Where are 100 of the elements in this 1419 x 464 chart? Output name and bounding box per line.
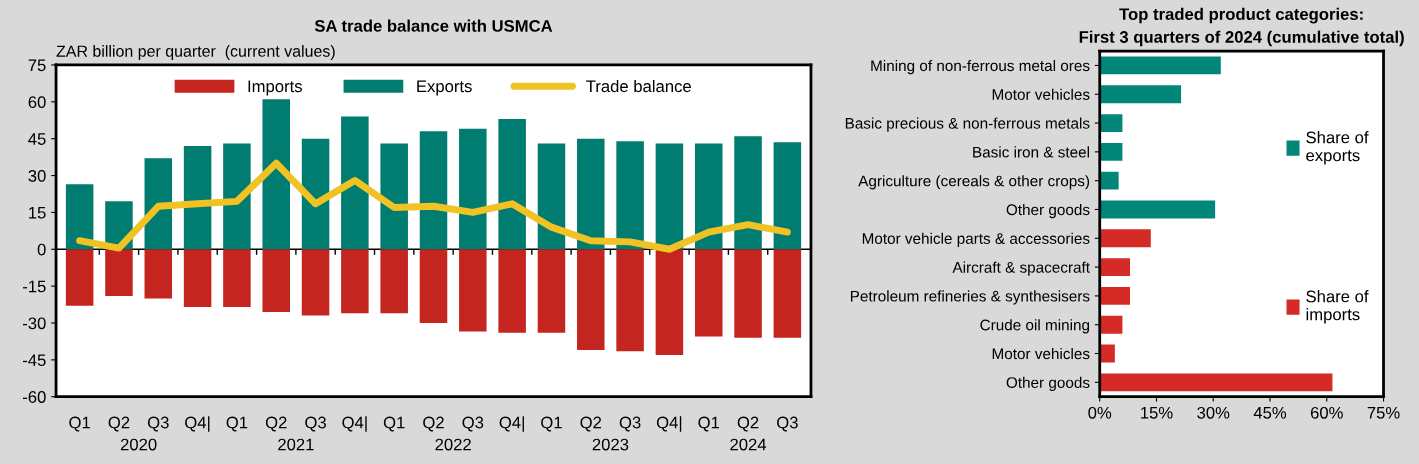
y-tick-label: 75 — [28, 59, 46, 72]
text: 2020 — [120, 438, 157, 451]
x-tick-label: Q2 — [423, 416, 444, 432]
text: 2024 — [730, 438, 767, 451]
y-tick-label: Motor vehicles — [992, 347, 1090, 360]
x-tick-label: Q4| — [185, 416, 210, 432]
bar — [341, 116, 369, 250]
x-tick-label: Q4| — [656, 416, 682, 432]
legend-label: Share of exports — [1306, 131, 1369, 165]
legend-label: Imports — [248, 80, 302, 96]
x-tick-label: Q2 — [580, 416, 602, 432]
bar — [616, 141, 644, 250]
bar — [1099, 229, 1151, 248]
bar — [577, 249, 605, 351]
bar — [262, 249, 290, 312]
x-tick-label: Q1 — [383, 416, 405, 432]
x-tick-label: 30% — [1197, 406, 1230, 419]
x-tick-label: Q4| — [342, 416, 367, 432]
bar — [65, 184, 94, 250]
bar — [1099, 142, 1123, 161]
x-tick-label: Q1 — [698, 416, 720, 432]
legend-label: Trade balance — [586, 79, 691, 93]
chart-title: Top traded product categories: First 3 quarters of 2024 (cumulative total) — [1079, 7, 1404, 47]
x-tick-label: Q2 — [737, 416, 759, 432]
bar — [380, 143, 408, 250]
bar — [144, 249, 173, 299]
x-tick-label: 60% — [1310, 406, 1343, 419]
bar — [537, 249, 566, 333]
chart-title: SA trade balance with USMCA — [314, 19, 553, 32]
legend-label: Share of imports — [1306, 290, 1369, 324]
bar — [616, 249, 644, 352]
bar — [498, 119, 526, 250]
text: 2022 — [435, 438, 471, 451]
y-tick-label: Motor vehicles — [992, 88, 1090, 100]
y-tick-label: 0 — [37, 243, 46, 256]
x-tick-label: Q3 — [305, 416, 326, 432]
x-tick-label: Q1 — [541, 416, 562, 432]
bar — [223, 249, 251, 308]
x-tick-label: Q3 — [147, 416, 169, 432]
bar — [577, 138, 605, 250]
y-axis-title: ZAR billion per quarter (current values) — [56, 45, 335, 60]
x-tick-label: Q3 — [619, 416, 641, 432]
bar — [105, 249, 133, 296]
bar — [262, 99, 290, 250]
y-tick-label: Other goods — [1006, 203, 1090, 219]
bar — [301, 138, 330, 250]
y-tick-label: 60 — [28, 96, 46, 109]
bar — [694, 249, 723, 337]
y-tick-label: 30 — [28, 169, 46, 182]
bar — [183, 146, 212, 250]
y-tick-label: -30 — [22, 317, 46, 330]
x-tick-label: Q2 — [108, 416, 130, 432]
bar — [734, 249, 762, 338]
x-tick-label: 15% — [1141, 406, 1173, 419]
bar — [1099, 114, 1123, 132]
bar — [459, 249, 487, 332]
y-tick-label: Aircraft & spacecraft — [952, 261, 1090, 276]
bar — [1099, 171, 1119, 190]
bar — [65, 249, 94, 306]
bar — [459, 128, 487, 250]
bar — [1099, 286, 1130, 305]
x-tick-label: Q3 — [777, 416, 798, 432]
x-tick-label: 45% — [1253, 406, 1287, 419]
y-tick-label: Basic iron & steel — [973, 146, 1089, 158]
bar — [1099, 315, 1123, 334]
bar — [1099, 373, 1333, 392]
y-tick-label: Agriculture (cereals & other crops) — [858, 175, 1090, 190]
y-tick-label: Motor vehicle parts & accessories — [862, 232, 1090, 247]
legend-label: Exports — [417, 80, 472, 96]
bar — [537, 143, 566, 250]
x-tick-label: Q3 — [462, 416, 484, 432]
x-tick-label: Q2 — [265, 416, 287, 432]
bar — [341, 249, 369, 314]
x-tick-label: 0% — [1088, 406, 1112, 419]
x-tick-label: Q4| — [499, 416, 524, 432]
bar — [773, 249, 802, 338]
bar — [1099, 85, 1182, 104]
bar — [498, 249, 526, 333]
bar — [183, 249, 212, 308]
bar — [419, 249, 448, 323]
y-tick-label: Basic precious & non-ferrous metals — [845, 117, 1090, 132]
x-tick-label: Q1 — [69, 416, 90, 432]
bar — [773, 142, 802, 250]
x-tick-label: Q1 — [226, 416, 248, 432]
bar — [1099, 258, 1130, 277]
y-tick-label: Petroleum refineries & synthesisers — [850, 290, 1090, 305]
y-tick-label: Crude oil mining — [980, 319, 1090, 334]
bar — [301, 249, 330, 316]
bar — [380, 249, 408, 314]
bar — [655, 143, 684, 250]
y-tick-label: Other goods — [1006, 376, 1090, 392]
bar — [223, 143, 251, 250]
bar — [1099, 200, 1216, 219]
bar — [694, 143, 723, 250]
y-tick-label: Mining of non-ferrous metal ores — [871, 59, 1090, 75]
y-tick-label: -60 — [22, 391, 46, 403]
text: 2023 — [592, 438, 629, 451]
text: 2021 — [278, 438, 314, 451]
y-tick-label: 45 — [28, 133, 46, 145]
bar — [419, 131, 448, 250]
